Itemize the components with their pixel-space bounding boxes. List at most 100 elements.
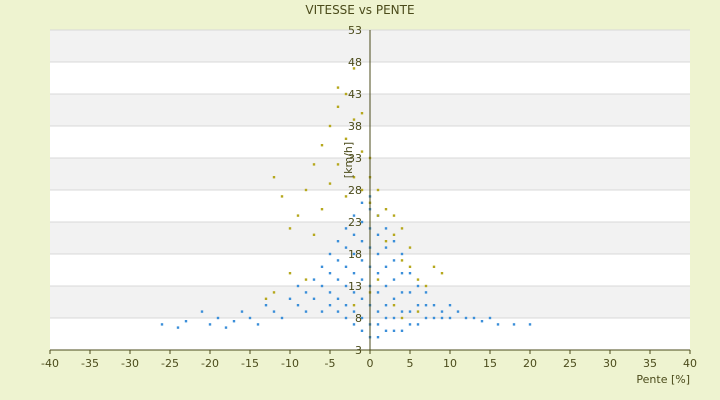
x-tick-label: -20 — [201, 357, 219, 370]
data-point — [384, 265, 388, 268]
x-tick-label: 5 — [407, 357, 414, 370]
data-point — [264, 297, 268, 300]
data-point — [352, 176, 356, 179]
data-point — [200, 310, 204, 313]
data-point — [392, 214, 396, 217]
data-point — [360, 220, 364, 224]
data-point — [432, 304, 436, 307]
data-point — [184, 320, 188, 323]
data-point — [344, 304, 348, 307]
data-point — [328, 124, 332, 128]
data-point — [216, 316, 220, 320]
data-point — [360, 201, 364, 204]
data-point — [528, 323, 532, 326]
data-point — [336, 240, 340, 243]
data-point — [256, 323, 260, 326]
x-tick-label: 20 — [523, 357, 537, 370]
data-point — [240, 310, 244, 313]
data-point — [352, 214, 356, 217]
y-tick-label: 18 — [348, 248, 362, 261]
data-point — [208, 323, 212, 326]
data-point — [400, 310, 404, 313]
y-tick-label: 33 — [348, 152, 362, 165]
data-point — [224, 326, 228, 329]
data-point — [320, 265, 324, 268]
data-point — [416, 304, 420, 307]
data-point — [360, 259, 364, 262]
data-point — [272, 176, 276, 179]
data-point — [344, 227, 348, 230]
data-point — [320, 284, 324, 288]
y-tick-label: 28 — [348, 184, 362, 197]
data-point — [392, 233, 396, 236]
data-point — [264, 304, 268, 307]
data-point — [352, 310, 356, 313]
data-point — [280, 316, 284, 320]
data-point — [360, 297, 364, 300]
data-point — [408, 323, 412, 326]
data-point — [312, 233, 316, 236]
data-point — [352, 291, 356, 294]
data-point — [296, 214, 300, 217]
data-point — [176, 326, 180, 329]
x-tick-label: 30 — [603, 357, 617, 370]
data-point — [392, 329, 396, 332]
data-point — [320, 208, 324, 211]
data-point — [288, 272, 292, 275]
y-tick-label: 13 — [348, 280, 362, 293]
data-point — [384, 329, 388, 332]
data-point — [392, 297, 396, 300]
data-point — [160, 323, 164, 326]
y-axis-label: [km/h] — [342, 142, 355, 178]
data-point — [376, 291, 380, 294]
data-point — [384, 284, 388, 288]
x-tick-label: 40 — [683, 357, 697, 370]
data-point — [456, 310, 460, 313]
data-point — [416, 323, 420, 326]
data-point — [384, 246, 388, 249]
data-point — [344, 284, 348, 288]
data-point — [400, 316, 404, 320]
data-point — [400, 291, 404, 294]
data-point — [352, 323, 356, 326]
data-point — [424, 284, 428, 288]
data-point — [376, 278, 380, 281]
data-point — [296, 304, 300, 307]
data-point — [376, 214, 380, 217]
data-point — [352, 304, 356, 307]
data-point — [336, 105, 340, 108]
data-point — [232, 320, 236, 323]
data-point — [376, 310, 380, 313]
data-point — [312, 278, 316, 281]
data-point — [376, 336, 380, 339]
y-tick-label: 38 — [348, 120, 362, 133]
x-tick-label: 0 — [367, 357, 374, 370]
data-point — [336, 278, 340, 281]
data-point — [344, 195, 348, 198]
data-point — [400, 259, 404, 262]
x-tick-label: -40 — [41, 357, 59, 370]
data-point — [344, 265, 348, 268]
data-point — [448, 304, 452, 307]
data-point — [288, 297, 292, 300]
data-point — [352, 67, 356, 70]
data-point — [336, 163, 340, 166]
data-point — [496, 323, 500, 326]
y-tick-label: 43 — [348, 88, 362, 101]
data-point — [336, 310, 340, 313]
data-point — [424, 304, 428, 307]
data-point — [320, 310, 324, 313]
x-tick-label: -15 — [241, 357, 259, 370]
data-point — [328, 252, 332, 256]
data-point — [328, 182, 332, 185]
x-tick-label: 15 — [483, 357, 497, 370]
x-tick-label: -25 — [161, 357, 179, 370]
data-point — [384, 304, 388, 307]
data-point — [440, 272, 444, 275]
data-point — [328, 304, 332, 307]
data-point — [296, 284, 300, 288]
data-point — [360, 240, 364, 243]
data-point — [352, 252, 356, 256]
data-point — [304, 278, 308, 281]
